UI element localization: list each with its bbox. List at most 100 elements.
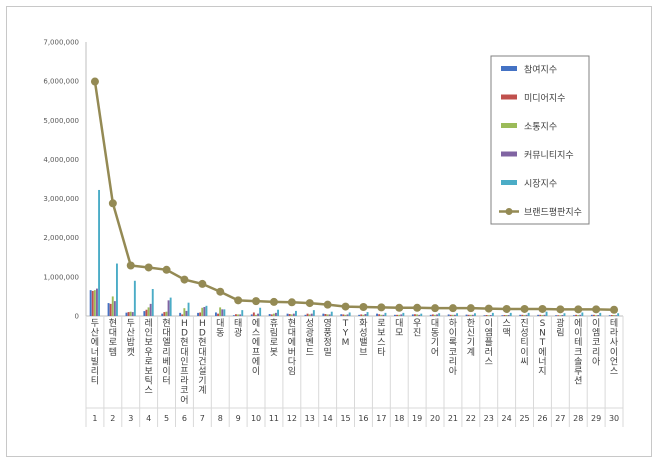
category-index-17: 17 (376, 414, 386, 423)
brand-reputation-point-19 (413, 303, 422, 312)
bar-1-18 (394, 314, 396, 316)
brand-reputation-point-8 (216, 287, 225, 296)
bar-5-6 (187, 302, 190, 316)
bar-2-18 (396, 314, 398, 316)
legend-swatch-1 (501, 66, 517, 71)
bar-3-13 (308, 314, 311, 316)
legend-swatch-marker (505, 208, 513, 215)
bar-4-19 (418, 314, 421, 316)
bar-2-23 (485, 315, 488, 316)
bar-2-3 (127, 312, 130, 316)
bar-4-6 (185, 310, 188, 316)
bar-5-3 (133, 280, 136, 316)
bar-1-4 (143, 311, 146, 316)
bar-3-11 (272, 313, 275, 316)
bar-3-12 (290, 314, 293, 316)
legend-swatch-2 (501, 94, 517, 100)
bar-1-1 (89, 290, 92, 316)
bar-1-10 (250, 314, 253, 316)
bar-3-3 (129, 311, 132, 316)
bar-5-18 (402, 312, 405, 316)
brand-reputation-point-2 (108, 199, 117, 208)
bar-4-7 (203, 306, 206, 316)
category-index-2: 2 (110, 414, 115, 423)
bar-4-1 (96, 288, 98, 316)
brand-reputation-point-16 (359, 302, 368, 311)
bar-3-18 (398, 314, 401, 316)
legend-swatch-4 (501, 151, 517, 157)
bar-2-10 (252, 312, 255, 316)
bar-3-28 (577, 315, 580, 316)
bar-5-20 (438, 313, 441, 316)
bar-5-5 (169, 297, 172, 316)
bar-3-6 (183, 308, 186, 316)
bar-2-21 (449, 314, 452, 316)
bar-2-24 (503, 315, 506, 316)
bar-1-29 (590, 314, 593, 316)
bar-3-7 (201, 307, 204, 316)
legend-label-4: 커뮤니티지수 (524, 150, 574, 161)
bar-4-26 (543, 314, 546, 316)
brand-reputation-point-10 (252, 297, 261, 306)
brand-reputation-point-29 (592, 305, 601, 314)
bar-2-15 (342, 314, 345, 316)
bar-4-3 (131, 312, 134, 316)
category-index-24: 24 (502, 414, 512, 423)
bar-3-25 (523, 315, 526, 316)
category-index-30: 30 (609, 414, 619, 423)
bar-5-16 (366, 312, 369, 316)
bar-1-30 (608, 315, 611, 316)
chart-frame: 0 1,000,000 2,000,000 3,000,000 4,000,000 5,0… (6, 6, 652, 457)
category-index-7: 7 (200, 414, 205, 423)
bar-5-7 (205, 305, 208, 316)
bar-1-17 (376, 313, 378, 316)
bar-5-28 (581, 312, 584, 316)
bar-1-11 (268, 314, 271, 316)
bar-5-9 (241, 310, 244, 316)
bar-4-30 (615, 315, 617, 316)
bar-1-12 (286, 313, 289, 316)
brand-reputation-point-27 (556, 305, 565, 314)
bar-3-19 (416, 314, 418, 316)
category-index-4: 4 (146, 414, 151, 423)
bar-5-15 (348, 312, 351, 316)
y-tick-label: 7,000,000 (43, 39, 79, 47)
bar-3-5 (165, 311, 168, 316)
brand-reputation-point-14 (323, 300, 332, 309)
category-index-18: 18 (394, 414, 404, 423)
bar-1-20 (429, 314, 432, 316)
brand-reputation-point-3 (126, 261, 135, 270)
bar-4-2 (113, 301, 116, 316)
bar-5-2 (116, 263, 118, 316)
bar-1-9 (232, 315, 235, 316)
brand-reputation-point-9 (234, 296, 243, 305)
brand-reputation-point-22 (466, 304, 475, 313)
brand-reputation-point-26 (538, 304, 547, 313)
brand-reputation-point-12 (287, 298, 296, 307)
bar-1-27 (555, 315, 557, 316)
bar-5-25 (527, 312, 530, 316)
bar-2-4 (145, 309, 148, 316)
bar-5-12 (295, 310, 297, 316)
bar-2-12 (288, 314, 291, 316)
brand-reputation-point-4 (144, 263, 153, 272)
bar-4-5 (167, 300, 170, 316)
bar-1-24 (501, 315, 504, 316)
brand-reputation-point-1 (90, 77, 99, 86)
bar-3-21 (451, 314, 454, 316)
bar-3-15 (344, 314, 347, 316)
brand-reputation-point-23 (484, 304, 493, 313)
bar-2-2 (109, 303, 112, 316)
category-index-8: 8 (218, 414, 223, 423)
bar-3-1 (93, 290, 96, 316)
bar-1-2 (107, 303, 110, 316)
bar-4-16 (364, 314, 367, 316)
